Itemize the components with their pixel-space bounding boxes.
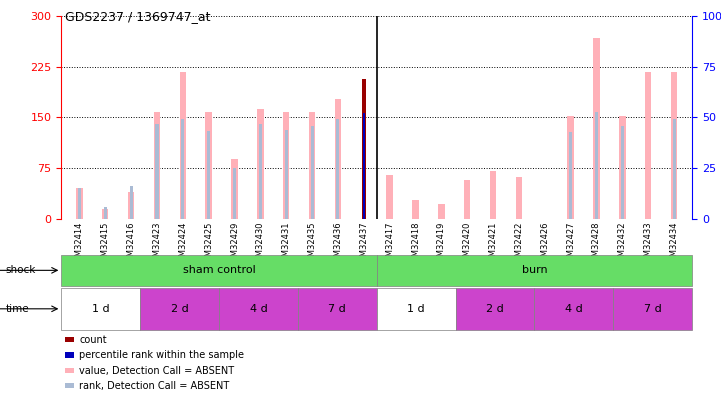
Bar [154, 112, 160, 219]
Bar [377, 255, 692, 286]
Bar [156, 124, 159, 219]
Bar [104, 207, 107, 219]
Bar [619, 116, 626, 219]
Text: value, Detection Call = ABSENT: value, Detection Call = ABSENT [79, 366, 234, 375]
Bar [335, 98, 341, 219]
Bar [593, 38, 600, 219]
Text: 4 d: 4 d [249, 304, 267, 314]
Bar [130, 186, 133, 219]
Text: time: time [6, 304, 30, 314]
Bar [231, 159, 238, 219]
Bar [595, 112, 598, 219]
Bar [283, 112, 289, 219]
Bar [361, 79, 366, 219]
Bar [181, 119, 185, 219]
Bar [311, 126, 314, 219]
Bar [337, 119, 340, 219]
Bar [298, 288, 377, 330]
Bar [61, 255, 377, 286]
Bar [205, 112, 212, 219]
Text: burn: burn [521, 265, 547, 275]
Bar [140, 288, 219, 330]
Text: rank, Detection Call = ABSENT: rank, Detection Call = ABSENT [79, 381, 229, 391]
Bar [61, 288, 140, 330]
Bar [645, 72, 652, 219]
Bar [614, 288, 692, 330]
Text: 7 d: 7 d [644, 304, 662, 314]
Bar [464, 179, 470, 219]
Bar [673, 119, 676, 219]
Text: 7 d: 7 d [329, 304, 346, 314]
Text: sham control: sham control [182, 265, 255, 275]
Text: GDS2237 / 1369747_at: GDS2237 / 1369747_at [65, 10, 211, 23]
Bar [534, 288, 614, 330]
Bar [309, 112, 315, 219]
Bar [412, 200, 419, 219]
Bar [569, 132, 572, 219]
Text: shock: shock [6, 265, 36, 275]
Text: percentile rank within the sample: percentile rank within the sample [79, 350, 244, 360]
Bar [621, 126, 624, 219]
Bar [285, 130, 288, 219]
Bar [219, 288, 298, 330]
Bar [102, 209, 108, 219]
Bar [456, 288, 534, 330]
Text: count: count [79, 335, 107, 345]
Text: 1 d: 1 d [92, 304, 110, 314]
Bar [78, 188, 81, 219]
Text: 4 d: 4 d [565, 304, 583, 314]
Bar [671, 72, 677, 219]
Bar [490, 171, 496, 219]
Text: 2 d: 2 d [486, 304, 504, 314]
Bar [377, 288, 456, 330]
Bar [386, 175, 393, 219]
Bar [363, 113, 365, 219]
Text: 1 d: 1 d [407, 304, 425, 314]
Bar [438, 204, 445, 219]
Bar [259, 124, 262, 219]
Bar [180, 72, 186, 219]
Text: 2 d: 2 d [171, 304, 188, 314]
Bar [207, 131, 211, 219]
Bar [233, 168, 236, 219]
Bar [257, 109, 264, 219]
Bar [516, 177, 522, 219]
Bar [567, 116, 574, 219]
Bar [76, 188, 83, 219]
Bar [128, 192, 134, 219]
